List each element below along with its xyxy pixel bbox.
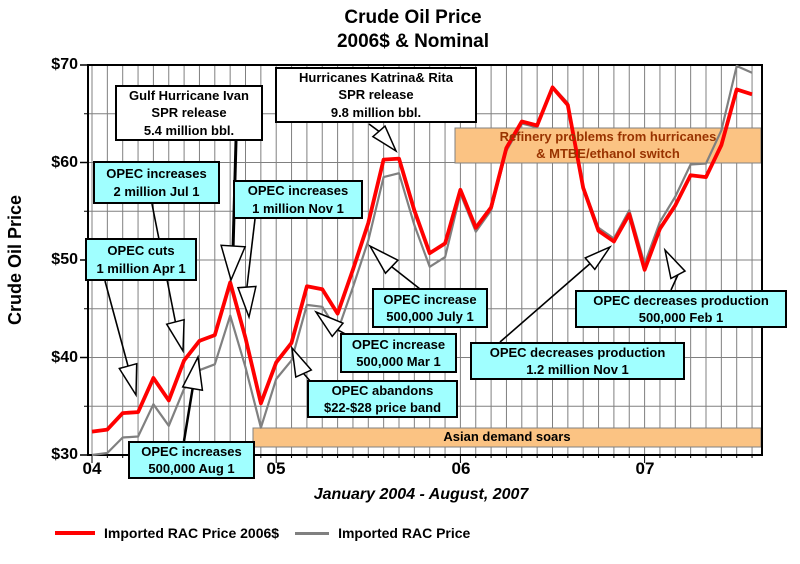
annotation-arrowhead bbox=[165, 318, 185, 354]
annotation-opec-increase-mar05: OPEC increase 500,000 Mar 1 bbox=[340, 333, 457, 373]
annotation-opec-decreases-feb07: OPEC decreases production 500,000 Feb 1 bbox=[575, 290, 787, 328]
annotation-arrowhead bbox=[236, 285, 257, 320]
annotation-connector-line bbox=[246, 218, 256, 288]
legend-label-nominal: Imported RAC Price bbox=[338, 525, 471, 541]
annotation-arrowhead bbox=[314, 310, 345, 338]
annotation-connector-line bbox=[104, 280, 129, 367]
x-tick-label-2007: 07 bbox=[635, 459, 655, 478]
annotation-arrowhead bbox=[371, 124, 398, 153]
x-tick-label-2006: 06 bbox=[451, 459, 471, 478]
annotation-arrowhead bbox=[290, 345, 313, 379]
chart-subtitle: 2006$ & Nominal bbox=[336, 31, 490, 52]
y-tick-label-70: $70 bbox=[51, 56, 78, 73]
annotation-arrowhead bbox=[583, 245, 613, 271]
annotation-hurricane-ivan: Gulf Hurricane Ivan SPR release 5.4 mill… bbox=[115, 85, 263, 141]
annotation-opec-cuts-apr04: OPEC cuts 1 million Apr 1 bbox=[85, 238, 197, 281]
annotation-arrowhead bbox=[118, 362, 138, 398]
y-tick-label-40: $40 bbox=[51, 349, 78, 366]
x-tick-label-2005: 05 bbox=[266, 459, 286, 478]
annotation-arrowhead bbox=[220, 244, 247, 283]
annotation-asian-demand-band: Asian demand soars bbox=[443, 429, 571, 445]
annotation-opec-abandons-band: OPEC abandons $22-$28 price band bbox=[307, 380, 458, 418]
annotation-katrina-rita: Hurricanes Katrina& Rita SPR release 9.8… bbox=[275, 67, 477, 123]
x-axis-title: January 2004 - August, 2007 bbox=[313, 486, 529, 503]
annotation-opec-increases-aug04: OPEC increases 500,000 Aug 1 bbox=[128, 441, 255, 479]
annotation-opec-increases-nov04: OPEC increases 1 million Nov 1 bbox=[233, 180, 363, 219]
legend: Imported RAC Price 2006$ Imported RAC Pr… bbox=[55, 521, 470, 545]
annotation-opec-increase-jul05: OPEC increase 500,000 July 1 bbox=[372, 288, 488, 328]
y-tick-label-50: $50 bbox=[51, 251, 78, 268]
legend-line-nominal bbox=[295, 531, 330, 535]
annotation-opec-increases-jul04: OPEC increases 2 million Jul 1 bbox=[93, 161, 220, 204]
annotation-arrowhead bbox=[181, 354, 204, 392]
annotation-arrowhead bbox=[368, 244, 400, 275]
y-tick-label-60: $60 bbox=[51, 154, 78, 171]
annotation-connector-line bbox=[499, 263, 591, 343]
annotation-opec-decreases-nov06: OPEC decreases production 1.2 million No… bbox=[470, 342, 685, 380]
legend-line-2006-dollars bbox=[55, 531, 95, 535]
chart-title: Crude Oil Price bbox=[344, 7, 482, 28]
annotation-connector-line bbox=[670, 274, 679, 291]
annotation-arrowhead bbox=[663, 247, 687, 280]
y-tick-label-30: $30 bbox=[51, 446, 78, 463]
annotation-refinery-problems-band: Refinery problems from hurricanes & MTBE… bbox=[499, 128, 717, 161]
legend-label-2006-dollars: Imported RAC Price 2006$ bbox=[104, 525, 280, 541]
annotation-connector-line bbox=[368, 123, 380, 132]
annotation-connector-line bbox=[182, 388, 194, 442]
annotation-connector-line bbox=[391, 266, 421, 290]
price-2006-dollars-line bbox=[91, 85, 753, 434]
x-tick-label-2004: 04 bbox=[82, 459, 102, 478]
